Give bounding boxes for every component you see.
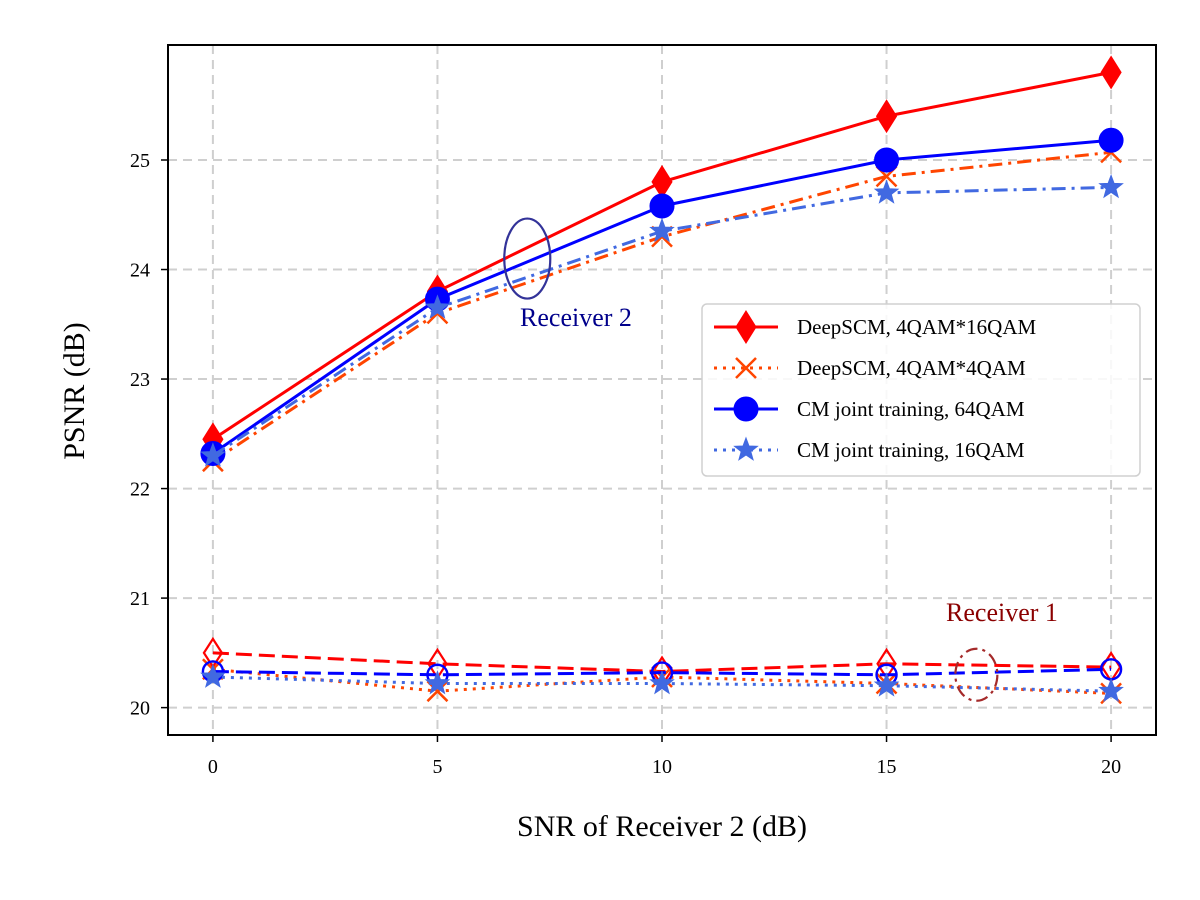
legend-entry-cm-joint-training-64qam: CM joint training, 64QAM <box>714 396 1025 422</box>
axis-ticks: 0 5 10 15 20 20 21 22 23 24 25 <box>130 150 1121 778</box>
x-tick-label: 15 <box>877 756 897 778</box>
y-tick-label: 25 <box>130 150 150 172</box>
data-point <box>424 294 451 319</box>
legend-box <box>701 303 1141 477</box>
x-tick-label: 0 <box>208 756 218 778</box>
x-tick-label: 5 <box>432 756 442 778</box>
legend-marker <box>735 310 757 344</box>
data-point <box>649 217 675 243</box>
legend-entry-deepscm-4qam-16qam: DeepSCM, 4QAM*16QAM <box>714 310 1037 344</box>
legend-label: CM joint training, 16QAM <box>797 438 1025 462</box>
data-point <box>873 672 900 697</box>
y-tick-label: 22 <box>130 479 150 501</box>
series-line <box>212 675 1112 693</box>
series-receiver-1-cm-joint-training-16qam <box>200 663 1124 703</box>
data-point <box>1098 677 1124 703</box>
data-point <box>1098 127 1124 153</box>
receiver-1-label: Receiver 1 <box>946 598 1058 627</box>
legend-label: DeepSCM, 4QAM*16QAM <box>797 315 1037 339</box>
data-point <box>1098 173 1124 199</box>
receiver-2-label: Receiver 2 <box>520 303 632 332</box>
legend-marker <box>735 357 757 379</box>
x-tick-label: 10 <box>652 756 672 778</box>
receiver-1-ellipse <box>954 647 999 702</box>
legend-label: CM joint training, 64QAM <box>797 397 1025 421</box>
data-point <box>874 147 900 173</box>
series-layer <box>200 55 1124 705</box>
legend-marker <box>733 396 759 422</box>
series-receiver-2-cm-joint-training-16qam <box>200 173 1124 467</box>
legend-entry-cm-joint-training-16qam: CM joint training, 16QAM <box>714 436 1025 462</box>
data-point <box>649 670 675 695</box>
data-point <box>200 663 226 688</box>
x-axis-label: SNR of Receiver 2 (dB) <box>517 810 807 843</box>
receiver-2-ellipse <box>503 217 552 300</box>
legend-label: DeepSCM, 4QAM*4QAM <box>797 356 1026 380</box>
y-tick-label: 24 <box>130 260 150 282</box>
y-tick-label: 23 <box>130 369 150 391</box>
data-point <box>200 442 226 467</box>
y-tick-label: 20 <box>130 698 150 720</box>
y-tick-label: 21 <box>130 588 150 610</box>
annotations: Receiver 2 Receiver 1 <box>503 217 1058 702</box>
legend-marker <box>733 436 759 461</box>
data-point <box>1100 55 1122 90</box>
data-point <box>649 193 675 219</box>
data-point <box>424 670 451 695</box>
data-point <box>875 99 898 134</box>
legend-entry-deepscm-4qam-4qam: DeepSCM, 4QAM*4QAM <box>714 356 1026 380</box>
x-tick-label: 20 <box>1101 756 1121 778</box>
legend: DeepSCM, 4QAM*16QAM DeepSCM, 4QAM*4QAM CM … <box>701 303 1141 477</box>
y-axis-label: PSNR (dB) <box>58 322 91 460</box>
data-point <box>873 179 900 204</box>
